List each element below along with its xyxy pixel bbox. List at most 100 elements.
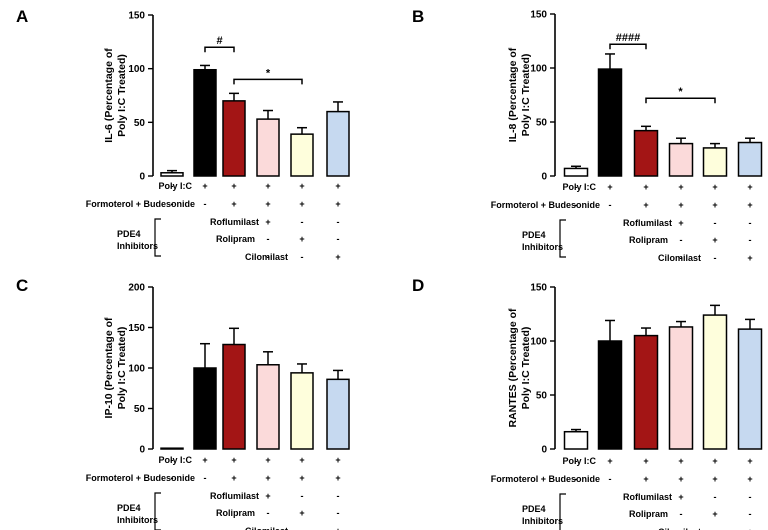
condition-mark: + [231,181,236,191]
bar [256,118,280,177]
y-tick-label: 150 [530,283,547,294]
condition-mark: - [267,252,270,262]
pde4-bracket [559,219,566,258]
condition-row-label: Poly I:C [562,182,596,192]
bar [256,364,280,450]
bar [326,110,350,177]
bar [597,68,623,177]
pde4-label-line: Inhibitors [117,515,158,525]
condition-mark: + [299,455,304,465]
condition-row-label: Formoterol + Budesonide [491,474,600,484]
y-tick-label: 50 [536,391,548,402]
condition-row-label: Roflumilast [210,217,259,227]
pde4-label-line: PDE4 [522,504,546,514]
bar [668,326,694,450]
condition-mark: - [680,527,683,530]
y-tick-label: 0 [139,172,145,183]
condition-row-label: Roflumilast [623,492,672,502]
panel-letter: B [412,7,424,26]
y-axis-label-line: Poly I:C Treated) [116,327,128,410]
condition-mark: + [299,181,304,191]
condition-mark: + [265,473,270,483]
condition-mark: + [265,491,270,501]
condition-mark: + [265,181,270,191]
condition-row-label: Roflumilast [623,218,672,228]
condition-mark: + [299,199,304,209]
y-axis-label-line: IL-8 (Percentage of [507,47,519,142]
condition-row-label: Poly I:C [158,455,192,465]
condition-mark: + [678,218,683,228]
condition-mark: - [337,508,340,518]
condition-mark: - [337,491,340,501]
significance-bracket [609,43,647,50]
bar [290,133,314,177]
condition-mark: - [714,253,717,263]
bar [563,430,589,450]
panel-c: C IP-10 (Percentage of Poly I:C Treated) 0 5… [16,276,350,530]
condition-mark: - [749,218,752,228]
bar [222,343,246,450]
condition-mark: + [643,456,648,466]
condition-mark: - [301,491,304,501]
condition-mark: + [335,455,340,465]
condition-mark: + [747,456,752,466]
condition-mark: - [749,235,752,245]
condition-mark: + [643,200,648,210]
bar [633,334,659,450]
condition-row-label: Rolipram [216,508,255,518]
condition-mark: + [712,509,717,519]
panel-letter: A [16,7,28,26]
condition-mark: + [712,456,717,466]
panel-letter: D [412,276,424,295]
y-axis-label-line: IL-6 (Percentage of [103,48,115,143]
significance-label: # [216,35,222,47]
pde4-label-line: PDE4 [117,229,141,239]
condition-mark: + [712,474,717,484]
y-axis-label-line: Poly I:C Treated) [116,54,128,137]
y-axis-label-line: Poly I:C Treated) [520,54,532,137]
significance-bracket [645,97,716,104]
condition-mark: - [267,526,270,530]
significance-label: #### [616,32,640,44]
condition-mark: + [607,182,612,192]
y-tick-label: 0 [541,445,547,456]
y-tick-label: 100 [128,64,145,75]
condition-mark: + [712,200,717,210]
condition-mark: + [299,473,304,483]
condition-mark: + [299,234,304,244]
condition-mark: + [299,508,304,518]
condition-row-label: Rolipram [629,509,668,519]
y-tick-label: 100 [128,364,145,375]
condition-mark: - [749,492,752,502]
condition-mark: - [337,217,340,227]
condition-mark: - [204,473,207,483]
bar [193,68,217,177]
bar [326,378,350,450]
condition-mark: + [231,473,236,483]
condition-row-label: Poly I:C [158,181,192,191]
condition-mark: - [171,473,174,483]
condition-row-label: Rolipram [629,235,668,245]
condition-mark: + [643,182,648,192]
y-axis-label-line: RANTES (Percentage of [507,308,519,428]
pde4-label-line: Inhibitors [522,516,563,526]
condition-mark: - [575,182,578,192]
condition-mark: + [335,473,340,483]
y-tick-label: 50 [134,118,146,129]
y-tick-label: 0 [541,172,547,183]
significance-bracket [204,46,235,53]
condition-mark: - [609,474,612,484]
y-tick-label: 200 [128,283,145,294]
condition-mark: - [714,527,717,530]
condition-mark: - [680,509,683,519]
bar [222,100,246,177]
condition-mark: + [712,182,717,192]
panel-letter: C [16,276,28,295]
condition-mark: - [575,474,578,484]
y-tick-label: 50 [536,118,548,129]
condition-row-label: Cilomilast [245,252,288,262]
condition-mark: - [575,456,578,466]
condition-mark: - [714,492,717,502]
condition-mark: + [335,199,340,209]
